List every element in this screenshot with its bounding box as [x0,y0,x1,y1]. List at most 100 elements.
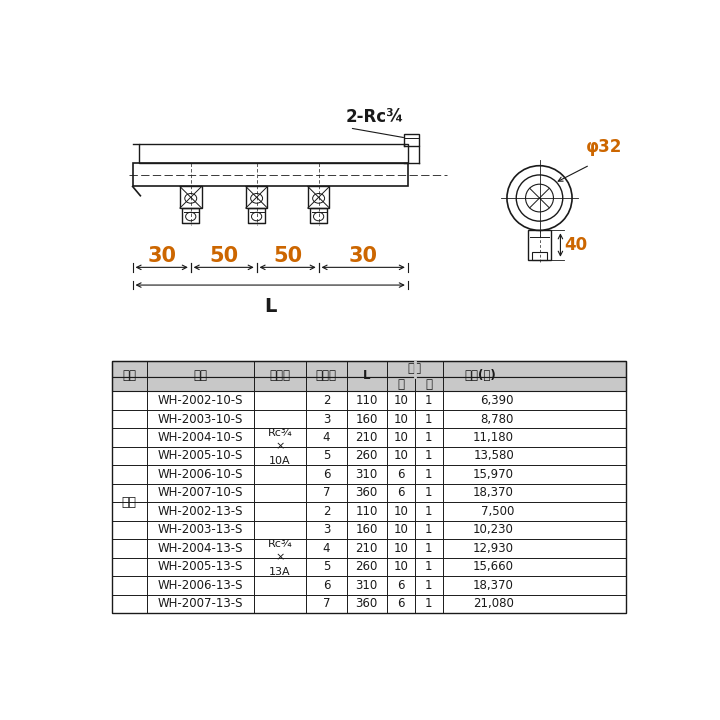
Bar [528,230,551,260]
Text: 13,580: 13,580 [473,449,514,462]
Text: 21,080: 21,080 [473,598,514,611]
Text: WH-2007-10-S: WH-2007-10-S [157,487,243,500]
Text: 18,370: 18,370 [473,487,514,500]
Text: 分岐数: 分岐数 [316,369,337,382]
Text: 2: 2 [323,394,330,407]
Text: 1: 1 [425,431,433,444]
Text: L: L [363,369,370,382]
Text: 360: 360 [356,598,378,611]
Text: 10: 10 [393,505,408,518]
Text: 10: 10 [393,523,408,536]
Text: 10: 10 [393,431,408,444]
Text: 小: 小 [426,378,432,391]
Text: 7: 7 [323,487,330,500]
Text: 30: 30 [147,246,176,266]
Bar [307,186,330,208]
Text: 6,390: 6,390 [480,394,514,407]
Bar [132,163,408,186]
Text: 5: 5 [323,560,330,573]
Text: 30: 30 [348,246,378,266]
Text: 10: 10 [393,449,408,462]
Text: 11,180: 11,180 [473,431,514,444]
Text: 6: 6 [397,598,405,611]
Text: 160: 160 [356,413,378,426]
Text: 10: 10 [393,560,408,573]
Text: 310: 310 [356,579,378,592]
Bar [180,186,202,208]
Text: 共用: 共用 [122,495,137,509]
Bar [404,134,419,146]
Text: Rc¾
×
13A: Rc¾ × 13A [268,539,292,577]
Text: 6: 6 [397,579,405,592]
Text: 210: 210 [356,431,378,444]
Text: WH-2002-13-S: WH-2002-13-S [157,505,243,518]
Text: 40: 40 [564,236,588,254]
Text: 5: 5 [323,449,330,462]
Text: 1: 1 [425,468,433,481]
Text: 2: 2 [323,505,330,518]
Text: 10: 10 [393,542,408,555]
Text: 1: 1 [425,542,433,555]
Text: 4: 4 [323,542,330,555]
Text: 1: 1 [425,560,433,573]
Text: 6: 6 [397,487,405,500]
Text: 1: 1 [425,487,433,500]
Text: 入数: 入数 [408,362,422,376]
Text: 1: 1 [425,449,433,462]
Text: WH-2005-13-S: WH-2005-13-S [158,560,243,573]
Text: 10: 10 [393,394,408,407]
Text: 1: 1 [425,598,433,611]
Text: WH-2006-13-S: WH-2006-13-S [157,579,243,592]
Text: 6: 6 [397,468,405,481]
Text: WH-2006-10-S: WH-2006-10-S [157,468,243,481]
Text: WH-2003-13-S: WH-2003-13-S [158,523,243,536]
Bar [112,377,626,391]
Text: 360: 360 [356,487,378,500]
Text: WH-2007-13-S: WH-2007-13-S [157,598,243,611]
Bar [248,208,265,223]
Text: 3: 3 [323,523,330,536]
Text: 18,370: 18,370 [473,579,514,592]
Text: 260: 260 [356,560,378,573]
Text: 4: 4 [323,431,330,444]
Bar [139,144,408,163]
Text: WH-2004-13-S: WH-2004-13-S [157,542,243,555]
Text: 12,930: 12,930 [473,542,514,555]
Text: 260: 260 [356,449,378,462]
Bar [112,361,626,613]
Text: 3: 3 [323,413,330,426]
Text: 呼び径: 呼び径 [269,369,290,382]
Bar [310,208,327,223]
Text: L: L [264,297,276,316]
Text: 10: 10 [393,413,408,426]
Text: 160: 160 [356,523,378,536]
Text: 310: 310 [356,468,378,481]
Bar [246,186,267,208]
Text: 8,780: 8,780 [480,413,514,426]
Bar [182,208,199,223]
Text: 7,500: 7,500 [480,505,514,518]
Text: WH-2005-10-S: WH-2005-10-S [158,449,243,462]
Text: 15,660: 15,660 [473,560,514,573]
Text: 15,970: 15,970 [473,468,514,481]
Text: 50: 50 [209,246,238,266]
Text: 1: 1 [425,394,433,407]
Text: 2-Rc¾: 2-Rc¾ [346,109,404,127]
Text: 50: 50 [273,246,302,266]
Text: φ32: φ32 [586,138,622,156]
Text: 1: 1 [425,523,433,536]
Text: Rc¾
×
10A: Rc¾ × 10A [268,428,292,466]
Text: 1: 1 [425,579,433,592]
Text: 10,230: 10,230 [473,523,514,536]
Text: WH-2003-10-S: WH-2003-10-S [158,413,243,426]
Text: 6: 6 [323,579,330,592]
Text: 大: 大 [397,378,404,391]
Text: WH-2002-10-S: WH-2002-10-S [157,394,243,407]
Text: 110: 110 [356,505,378,518]
Text: 適用: 適用 [122,369,136,382]
Text: 価格(円): 価格(円) [464,369,496,382]
Text: WH-2004-10-S: WH-2004-10-S [157,431,243,444]
Text: 110: 110 [356,394,378,407]
Bar [112,361,626,377]
Text: 品番: 品番 [193,369,207,382]
